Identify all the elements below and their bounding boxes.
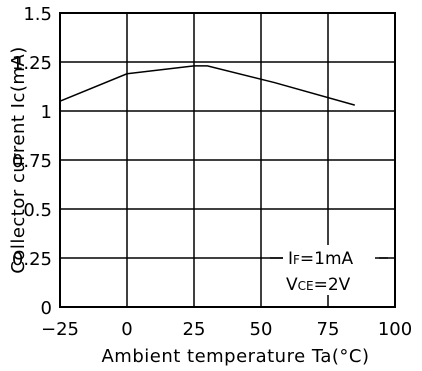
y-tick-label: 0.25 [12,249,52,270]
x-tick-label: 100 [378,319,412,340]
y-tick-label: 0 [41,298,52,319]
y-tick-label: 1 [41,102,52,123]
y-tick-label: 1.5 [23,4,52,25]
x-tick-label: 50 [250,319,273,340]
y-tick-labels: 0 0.25 0.5 0.75 1 1.25 1.5 [12,4,52,319]
annotation-background [283,245,379,295]
x-tick-label: 75 [317,319,340,340]
plot-frame [59,12,396,308]
series-line [59,65,356,106]
y-tick-label: 0.75 [12,151,52,172]
annotation-collector-voltage: VCE=2V [286,275,351,295]
x-tick-label: 25 [183,319,206,340]
x-tick-label: 0 [121,319,132,340]
condition-annotation: IF=1mA VCE=2V [270,245,388,295]
y-tick-label: 0.5 [23,200,52,221]
annotation-forward-current: IF=1mA [288,249,354,269]
x-tick-labels: −25 0 25 50 75 100 [41,319,412,340]
y-tick-label: 1.25 [12,53,52,74]
x-tick-label: −25 [41,319,79,340]
x-axis-label: Ambient temperature Ta(°C) [101,346,369,367]
data-points [60,66,355,105]
y-axis-label: Collector current Ic(mA) [8,46,29,274]
